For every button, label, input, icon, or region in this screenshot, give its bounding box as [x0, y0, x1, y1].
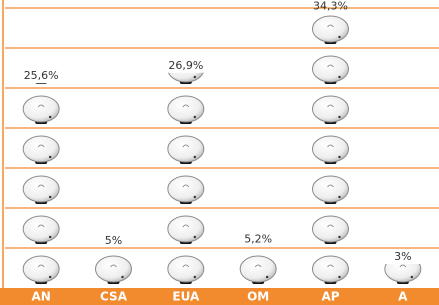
value-label: 3% [394, 250, 411, 263]
category-label: CSA [100, 290, 128, 304]
category-label: A [398, 290, 408, 304]
value-label: 5% [105, 234, 122, 247]
value-label: 26,9% [168, 59, 203, 72]
value-label: 34,3% [313, 0, 348, 13]
category-bar [0, 288, 439, 305]
category-label: EUA [172, 290, 200, 304]
category-label: AP [321, 290, 339, 304]
chart: AN 25,6% CSA 5% EUA 26,9% OM 5,2% AP 34,3% A 3% [0, 0, 439, 305]
value-label: 25,6% [24, 69, 59, 82]
bulb-stack [23, 56, 59, 284]
bulb-stack [96, 256, 132, 284]
category-label: AN [31, 290, 50, 304]
value-label: 5,2% [244, 232, 272, 245]
bulb-stack [313, 16, 349, 284]
category-label: OM [247, 290, 269, 304]
bulb-stack [168, 56, 204, 284]
bulb-stack [240, 216, 276, 284]
